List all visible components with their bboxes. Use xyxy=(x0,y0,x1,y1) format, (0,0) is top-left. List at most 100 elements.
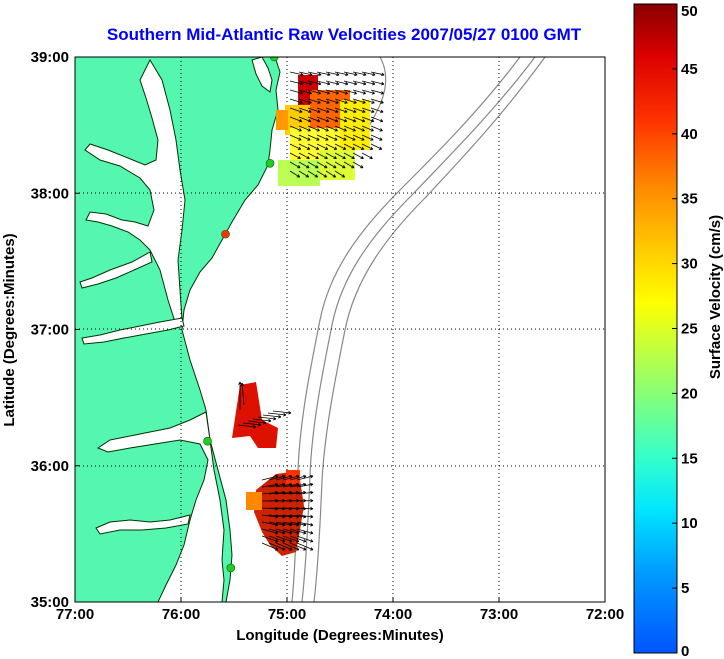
velocity-arrow xyxy=(307,125,320,132)
velocity-arrow xyxy=(325,107,339,114)
velocity-arrow xyxy=(316,71,331,77)
velocity-arrow xyxy=(289,474,307,481)
velocity-arrow xyxy=(334,107,348,114)
velocity-arrow xyxy=(370,98,384,104)
velocity-arrow xyxy=(262,414,282,419)
velocity-arrow xyxy=(289,161,301,169)
velocity-arrow xyxy=(370,134,383,141)
x-axis-ticks: 77:00 76:00 75:00 74:00 73:00 72:00 xyxy=(56,597,624,623)
velocity-arrow xyxy=(307,98,321,104)
velocity-arrow xyxy=(325,161,337,169)
velocity-arrow xyxy=(343,143,356,150)
velocity-arrow xyxy=(298,170,310,178)
y-tick-label: 37:00 xyxy=(31,322,69,339)
velocity-arrow xyxy=(289,107,303,114)
velocity-arrow xyxy=(242,422,262,427)
velocity-arrow xyxy=(343,107,357,114)
velocity-arrow xyxy=(316,107,330,114)
velocity-arrow xyxy=(334,143,347,150)
velocity-arrow xyxy=(307,170,319,178)
velocity-arrow xyxy=(325,80,340,86)
velocity-arrow xyxy=(298,71,313,77)
chart-title: Southern Mid-Atlantic Raw Velocities 200… xyxy=(107,25,582,44)
velocity-arrow xyxy=(298,161,310,169)
x-tick-label: 76:00 xyxy=(162,606,200,623)
velocity-arrow xyxy=(275,528,293,535)
velocity-arrow xyxy=(352,125,365,132)
velocity-arrow xyxy=(316,89,330,95)
velocity-arrow xyxy=(352,89,366,95)
james-river xyxy=(81,317,185,345)
colorbar-tick-label: 30 xyxy=(681,256,698,273)
velocity-arrow xyxy=(352,152,364,160)
velocity-arrow xyxy=(370,125,383,132)
velocity-arrow xyxy=(257,416,277,421)
colorbar-tick-label: 0 xyxy=(681,643,689,659)
velocity-arrow xyxy=(298,80,313,86)
velocity-arrow xyxy=(307,134,320,141)
velocity-arrow xyxy=(289,134,302,141)
velocity-arrow xyxy=(370,71,385,77)
velocity-arrow xyxy=(298,98,312,104)
velocity-arrow xyxy=(296,506,314,511)
velocity-arrow xyxy=(316,161,328,169)
velocity-arrow xyxy=(296,498,314,503)
colorbar-tick-label: 15 xyxy=(681,450,698,467)
grid xyxy=(75,57,605,602)
colorbar-ticks: 0 5 10 15 20 25 30 35 40 45 50 xyxy=(672,3,698,659)
velocity-arrow xyxy=(282,535,300,543)
velocity-arrow xyxy=(316,98,330,104)
velocity-arrow xyxy=(316,170,328,178)
velocity-arrow xyxy=(334,170,346,178)
velocity-arrow xyxy=(268,528,286,535)
velocity-arrow xyxy=(307,161,319,169)
velocity-arrow xyxy=(325,116,339,123)
velocity-arrow xyxy=(275,474,293,481)
radar-site-marker xyxy=(269,57,279,62)
velocity-arrow xyxy=(298,89,312,95)
velocity-arrow xyxy=(268,535,286,543)
velocity-arrow xyxy=(343,89,357,95)
velocity-arrow xyxy=(307,143,320,150)
velocity-arrow xyxy=(296,482,314,488)
velocity-arrow xyxy=(325,134,338,141)
velocity-arrow xyxy=(289,170,301,178)
velocity-arrow xyxy=(352,80,367,86)
colorbar-tick-label: 45 xyxy=(681,61,698,78)
velocity-arrow xyxy=(307,89,321,95)
velocity-arrow xyxy=(343,152,355,160)
velocity-arrow xyxy=(352,116,366,123)
velocity-arrow xyxy=(268,474,286,481)
velocity-arrow xyxy=(361,107,375,114)
velocity-arrow xyxy=(298,116,312,123)
velocity-arrow xyxy=(296,474,314,481)
velocity-arrow xyxy=(334,152,346,160)
velocity-arrow xyxy=(247,420,267,425)
velocity-arrow xyxy=(316,116,330,123)
velocity-arrow xyxy=(370,143,383,150)
velocity-arrow xyxy=(325,89,339,95)
velocity-arrow xyxy=(261,474,279,481)
colorbar-tick-label: 40 xyxy=(681,126,698,143)
velocity-arrow xyxy=(370,80,385,86)
velocity-arrow xyxy=(289,535,307,543)
pamlico-river xyxy=(95,514,191,535)
velocity-arrow xyxy=(282,528,300,535)
velocity-arrow xyxy=(325,98,339,104)
velocity-arrow xyxy=(334,134,347,141)
velocity-arrow xyxy=(370,107,384,114)
velocity-arrow xyxy=(361,71,376,77)
velocity-arrow xyxy=(343,80,358,86)
velocity-arrow xyxy=(361,80,376,86)
x-tick-label: 77:00 xyxy=(56,606,94,623)
colorbar-label: Surface Velocity (cm/s) xyxy=(707,215,724,379)
velocity-arrow xyxy=(307,80,322,86)
velocity-arrow xyxy=(334,80,349,86)
velocity-arrow xyxy=(343,116,357,123)
velocity-arrow xyxy=(289,80,304,86)
velocity-arrow xyxy=(296,542,314,551)
velocity-arrow xyxy=(296,528,314,535)
velocity-arrow xyxy=(296,490,314,495)
velocity-arrow xyxy=(352,143,365,150)
velocity-arrow xyxy=(298,134,311,141)
